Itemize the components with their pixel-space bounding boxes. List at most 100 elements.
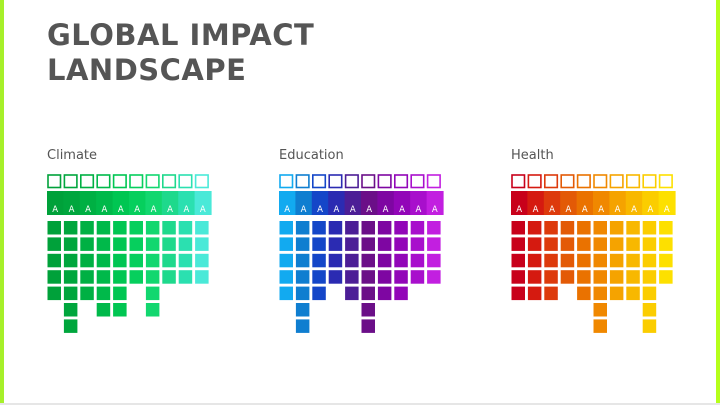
education-filled-square: [295, 270, 310, 284]
climate-filled-square: [145, 221, 160, 235]
education-header-cell: [361, 191, 378, 215]
education-filled-square: [295, 253, 310, 268]
health-letter-label: A: [549, 205, 555, 215]
climate-filled-square: [80, 270, 94, 284]
climate-filled-square: [162, 270, 176, 284]
health-filled-square: [527, 221, 542, 235]
education-label: Education: [279, 148, 344, 163]
education-filled-square: [394, 286, 408, 301]
health-label: Health: [511, 148, 554, 163]
health-outline-square: [642, 174, 657, 189]
climate-letter-label: A: [167, 205, 173, 215]
climate-letter-label: A: [151, 205, 157, 215]
health-header-cell: [593, 191, 610, 215]
health-filled-square: [626, 221, 640, 235]
health-filled-square: [626, 270, 640, 284]
climate-outline-square: [96, 174, 111, 189]
climate-filled-square: [113, 221, 127, 235]
climate-outline-square: [112, 174, 127, 189]
climate-letter-label: A: [69, 205, 75, 215]
education-filled-square: [394, 270, 408, 284]
health-letter-label: A: [582, 205, 588, 215]
education-filled-square: [345, 253, 359, 268]
education-header-cell: [377, 191, 395, 215]
health-filled-square: [642, 253, 657, 268]
climate-filled-square: [80, 286, 94, 301]
slide-title-line-1: GLOBAL IMPACT: [47, 18, 315, 52]
health-filled-square: [609, 221, 624, 235]
education-outline-square: [426, 174, 441, 189]
education-outline-square: [279, 174, 294, 189]
education-letter-label: A: [301, 205, 307, 215]
health-filled-square: [642, 303, 657, 317]
climate-outline-square: [47, 174, 62, 189]
health-filled-square: [593, 319, 607, 333]
health-filled-square: [593, 221, 607, 235]
climate-filled-square: [145, 253, 160, 268]
education-filled-square: [279, 286, 293, 301]
education-filled-square: [279, 253, 293, 268]
climate-filled-square: [162, 253, 176, 268]
health-filled-square: [593, 237, 607, 251]
climate-filled-square: [63, 319, 78, 333]
education-filled-square: [361, 253, 375, 268]
education-filled-square: [328, 270, 343, 284]
health-filled-square: [659, 270, 673, 284]
health-filled-square: [544, 221, 558, 235]
health-filled-square: [642, 237, 657, 251]
climate-header-cell: [178, 191, 196, 215]
education-letter-label: A: [366, 205, 372, 215]
climate-filled-square: [47, 221, 61, 235]
education-filled-square: [394, 253, 408, 268]
health-filled-square: [593, 253, 607, 268]
education-filled-square: [295, 237, 310, 251]
climate-header-cell: [112, 191, 130, 215]
education-outline-square: [410, 174, 425, 189]
education-header-cell: [295, 191, 313, 215]
health-outline-square: [609, 174, 624, 189]
health-filled-square: [560, 270, 575, 284]
health-letter-label: A: [598, 205, 604, 215]
education-filled-square: [410, 270, 425, 284]
health-filled-square: [609, 270, 624, 284]
health-filled-square: [659, 253, 673, 268]
education-outline-square: [361, 174, 376, 189]
climate-filled-square: [195, 237, 209, 251]
climate-header-cell: [63, 191, 81, 215]
climate-outline-square: [79, 174, 95, 189]
health-header-cell: [625, 191, 643, 215]
education-filled-square: [410, 221, 425, 235]
climate-header-cell: [79, 191, 97, 215]
health-filled-square: [642, 319, 657, 333]
health-letter-label: A: [565, 205, 571, 215]
climate-letter-label: A: [183, 205, 189, 215]
health-header-cell: [511, 191, 528, 215]
education-header-cell: [328, 191, 346, 215]
health-letter-label: A: [647, 205, 653, 215]
climate-filled-square: [178, 221, 193, 235]
climate-filled-square: [47, 237, 61, 251]
health-filled-square: [593, 303, 607, 317]
education-filled-square: [410, 237, 425, 251]
health-filled-square: [642, 286, 657, 301]
education-filled-square: [394, 221, 408, 235]
health-filled-square: [659, 221, 673, 235]
education-outline-square: [328, 174, 343, 189]
climate-filled-square: [80, 253, 94, 268]
climate-filled-square: [96, 221, 111, 235]
climate-letter-label: A: [200, 205, 206, 215]
education-letter-label: A: [432, 205, 438, 215]
education-filled-square: [377, 270, 392, 284]
climate-filled-square: [96, 237, 111, 251]
climate-filled-square: [113, 286, 127, 301]
climate-filled-square: [63, 253, 78, 268]
climate-filled-square: [113, 270, 127, 284]
education-header-cell: [393, 191, 411, 215]
education-letter-label: A: [333, 205, 339, 215]
health-header-cell: [658, 191, 676, 215]
health-filled-square: [626, 237, 640, 251]
climate-filled-square: [129, 237, 143, 251]
health-filled-square: [544, 237, 558, 251]
education-filled-square: [377, 221, 392, 235]
